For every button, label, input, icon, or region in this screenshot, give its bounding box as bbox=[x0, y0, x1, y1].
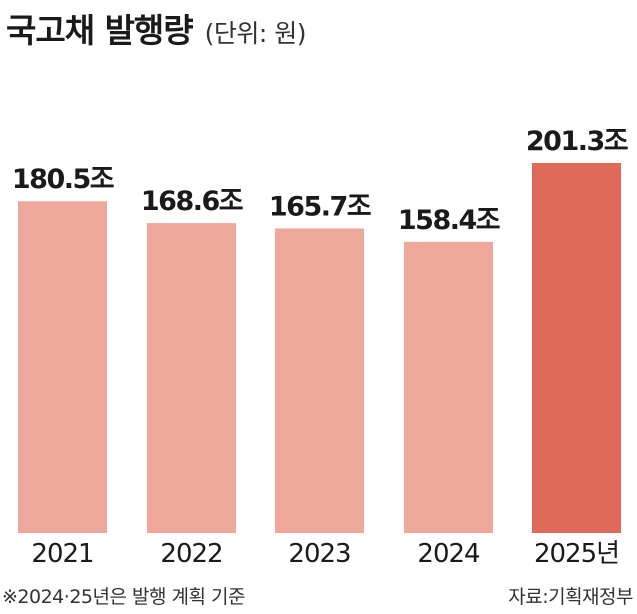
source-credit: 자료:기획재정부 bbox=[508, 586, 633, 608]
value-label-2024: 158.4조 bbox=[398, 205, 500, 236]
chart-header: 국고채 발행량 (단위: 원) bbox=[6, 4, 307, 50]
chart-title: 국고채 발행량 bbox=[6, 11, 194, 50]
chart-footer: ※2024·25년은 발행 계획 기준 자료:기획재정부 bbox=[0, 578, 637, 612]
unit-label: (단위: 원) bbox=[204, 19, 307, 48]
category-label-2025년: 2025년 bbox=[534, 539, 619, 569]
category-label-2021: 2021 bbox=[31, 539, 93, 569]
bar-2025년 bbox=[532, 163, 621, 533]
category-label-2024: 2024 bbox=[417, 539, 480, 569]
bar-2023 bbox=[275, 228, 364, 533]
category-label-2022: 2022 bbox=[160, 539, 222, 569]
bar-2024 bbox=[404, 241, 493, 533]
bar-2021 bbox=[18, 201, 107, 533]
value-label-2023: 165.7조 bbox=[269, 191, 371, 222]
value-label-2025년: 201.3조 bbox=[526, 126, 628, 157]
value-label-2022: 168.6조 bbox=[141, 186, 243, 217]
value-label-2021: 180.5조 bbox=[12, 164, 114, 195]
footnote: ※2024·25년은 발행 계획 기준 bbox=[2, 586, 245, 608]
category-label-2023: 2023 bbox=[288, 539, 350, 569]
bar-2022 bbox=[147, 223, 236, 534]
bar-chart: 180.5조 2021 168.6조 2022 165.7조 2023 158.4조 2024… bbox=[12, 126, 629, 569]
